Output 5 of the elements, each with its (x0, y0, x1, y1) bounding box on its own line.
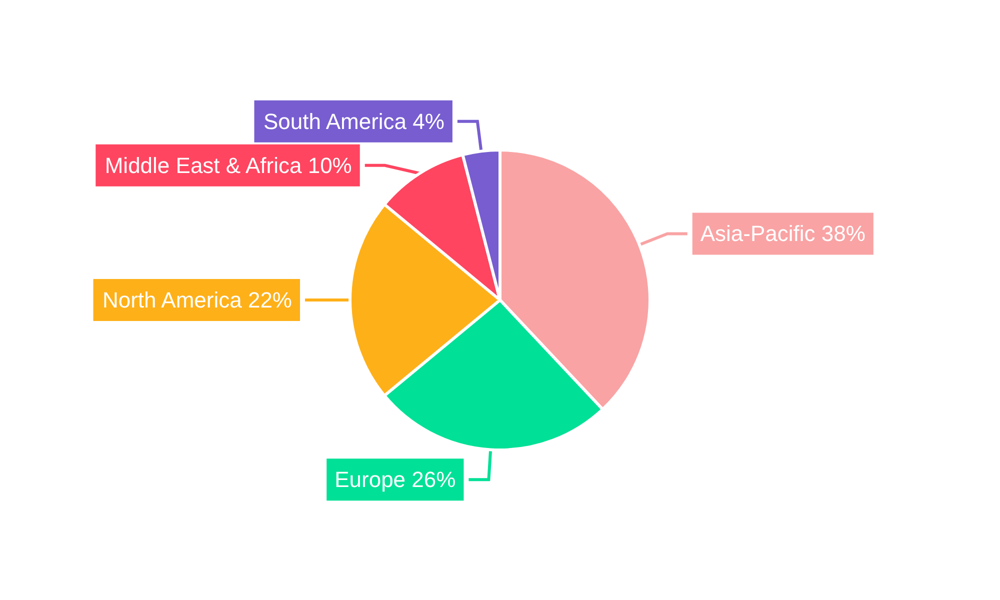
slice-label: North America 22% (102, 288, 292, 312)
slice-label: Asia-Pacific 38% (700, 221, 866, 246)
slice-label: Middle East & Africa 10% (104, 152, 352, 178)
slice-label: Europe 26% (334, 467, 456, 492)
slice-label: South America 4% (263, 108, 444, 134)
